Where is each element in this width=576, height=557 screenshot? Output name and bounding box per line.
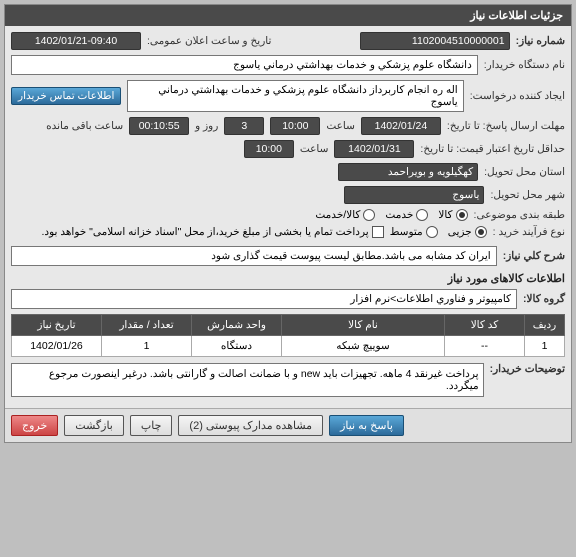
cell-date: 1402/01/26 [12, 336, 102, 357]
cell-name: سوییچ شبکه [282, 336, 445, 357]
valid-time: 10:00 [244, 140, 294, 158]
city-label: شهر محل تحویل: [490, 189, 565, 201]
panel-body: شماره نیاز: 1102004510000001 تاریخ و ساع… [5, 26, 571, 408]
row-description: شرح کلي نیاز: ایران کد مشابه می باشد.مطا… [11, 246, 565, 266]
col-qty: تعداد / مقدار [102, 315, 192, 336]
panel-title: جزئیات اطلاعات نیاز [5, 5, 571, 26]
row-need-no: شماره نیاز: 1102004510000001 تاریخ و ساع… [11, 32, 565, 50]
col-need-date: تاریخ نیاز [12, 315, 102, 336]
requester-value: اله ره انجام كاربرداز دانشگاه علوم پزشكي… [127, 80, 463, 112]
contact-buyer-button[interactable]: اطلاعات تماس خریدار [11, 87, 121, 105]
buyer-notes-label: توضیحات خریدار: [490, 363, 565, 375]
reply-button[interactable]: پاسخ به نیاز [329, 415, 404, 436]
row-goods-group: گروه کالا: كامپيوتر و فناوري اطلاعات>نرم… [11, 289, 565, 309]
province-label: استان محل تحویل: [484, 166, 565, 178]
valid-label: حداقل تاریخ اعتبار قیمت: تا تاریخ: [420, 143, 565, 155]
announce-label: تاریخ و ساعت اعلان عمومی: [147, 35, 271, 47]
row-topic-category: طبقه بندی موضوعی: کالا خدمت کالا/خدمت [11, 209, 565, 221]
city-value: ياسوج [344, 186, 484, 204]
back-button[interactable]: بازگشت [64, 415, 124, 436]
days-remaining: 3 [224, 117, 264, 135]
radio-minor[interactable]: جزیی [448, 226, 487, 238]
col-name: نام کالا [282, 315, 445, 336]
check-treasury[interactable]: پرداخت تمام یا بخشی از مبلغ خرید،از محل … [42, 226, 384, 238]
province-value: كهگيلويه و بويراحمد [338, 163, 478, 181]
day-label: روز و [195, 120, 218, 132]
remain-label: ساعت باقی مانده [46, 120, 123, 132]
proc-group: جزیی متوسط [390, 226, 487, 238]
cell-unit: دستگاه [192, 336, 282, 357]
radio-medium[interactable]: متوسط [390, 226, 438, 238]
col-row-no: ردیف [525, 315, 565, 336]
topic-cat-label: طبقه بندی موضوعی: [474, 209, 565, 221]
radio-both[interactable]: کالا/خدمت [315, 209, 375, 221]
cell-qty: 1 [102, 336, 192, 357]
proc-label: نوع فرآیند خرید : [493, 226, 565, 238]
col-unit: واحد شمارش [192, 315, 282, 336]
cell-row-no: 1 [525, 336, 565, 357]
group-value: كامپيوتر و فناوري اطلاعات>نرم افزار [11, 289, 517, 309]
row-province: استان محل تحویل: كهگيلويه و بويراحمد [11, 163, 565, 181]
buyer-label: نام دستگاه خریدار: [484, 59, 565, 71]
need-no-label: شماره نیاز: [516, 35, 565, 47]
requester-label: ایجاد کننده درخواست: [470, 90, 565, 102]
goods-table: ردیف کد کالا نام کالا واحد شمارش تعداد /… [11, 314, 565, 357]
desc-label: شرح کلي نیاز: [503, 250, 565, 262]
goods-section-title: اطلاعات کالاهای مورد نیاز [11, 272, 565, 285]
group-label: گروه کالا: [523, 293, 565, 305]
row-city: شهر محل تحویل: ياسوج [11, 186, 565, 204]
attachments-button[interactable]: مشاهده مدارک پیوستی (2) [178, 415, 323, 436]
radio-service[interactable]: خدمت [385, 209, 428, 221]
valid-date: 1402/01/31 [334, 140, 414, 158]
deadline-date: 1402/01/24 [361, 117, 441, 135]
need-no-value: 1102004510000001 [360, 32, 510, 50]
print-button[interactable]: چاپ [130, 415, 173, 436]
radio-goods[interactable]: کالا [438, 209, 467, 221]
row-buyer-notes: توضیحات خریدار: پرداخت غیرنقد 4 ماهه. تج… [11, 363, 565, 397]
table-row[interactable]: 1 -- سوییچ شبکه دستگاه 1 1402/01/26 [12, 336, 565, 357]
deadline-time: 10:00 [270, 117, 320, 135]
footer-buttons: پاسخ به نیاز مشاهده مدارک پیوستی (2) چاپ… [5, 408, 571, 442]
row-procurement: نوع فرآیند خرید : جزیی متوسط پرداخت تمام… [11, 226, 565, 238]
col-code: کد کالا [445, 315, 525, 336]
topic-cat-group: کالا خدمت کالا/خدمت [315, 209, 467, 221]
row-validity: حداقل تاریخ اعتبار قیمت: تا تاریخ: 1402/… [11, 140, 565, 158]
valid-time-label: ساعت [300, 143, 329, 155]
buyer-notes-value: پرداخت غیرنقد 4 ماهه. تجهیزات باید new و… [11, 363, 484, 397]
desc-value: ایران کد مشابه می باشد.مطابق لیست پیوست … [11, 246, 497, 266]
row-buyer: نام دستگاه خریدار: دانشگاه علوم پزشکي و … [11, 55, 565, 75]
row-deadline: مهلت ارسال پاسخ: تا تاریخ: 1402/01/24 سا… [11, 117, 565, 135]
deadline-label: مهلت ارسال پاسخ: تا تاریخ: [447, 120, 565, 132]
buyer-value: دانشگاه علوم پزشکي و خدمات بهداشتي درمان… [11, 55, 478, 75]
time-remaining: 00:10:55 [129, 117, 189, 135]
deadline-time-label: ساعت [326, 120, 355, 132]
row-requester: ایجاد کننده درخواست: اله ره انجام كاربرد… [11, 80, 565, 112]
announce-datetime: 09:40 - 1402/01/21 [11, 32, 141, 50]
table-header-row: ردیف کد کالا نام کالا واحد شمارش تعداد /… [12, 315, 565, 336]
details-panel: جزئیات اطلاعات نیاز شماره نیاز: 11020045… [4, 4, 572, 443]
exit-button[interactable]: خروج [11, 415, 58, 436]
cell-code: -- [445, 336, 525, 357]
